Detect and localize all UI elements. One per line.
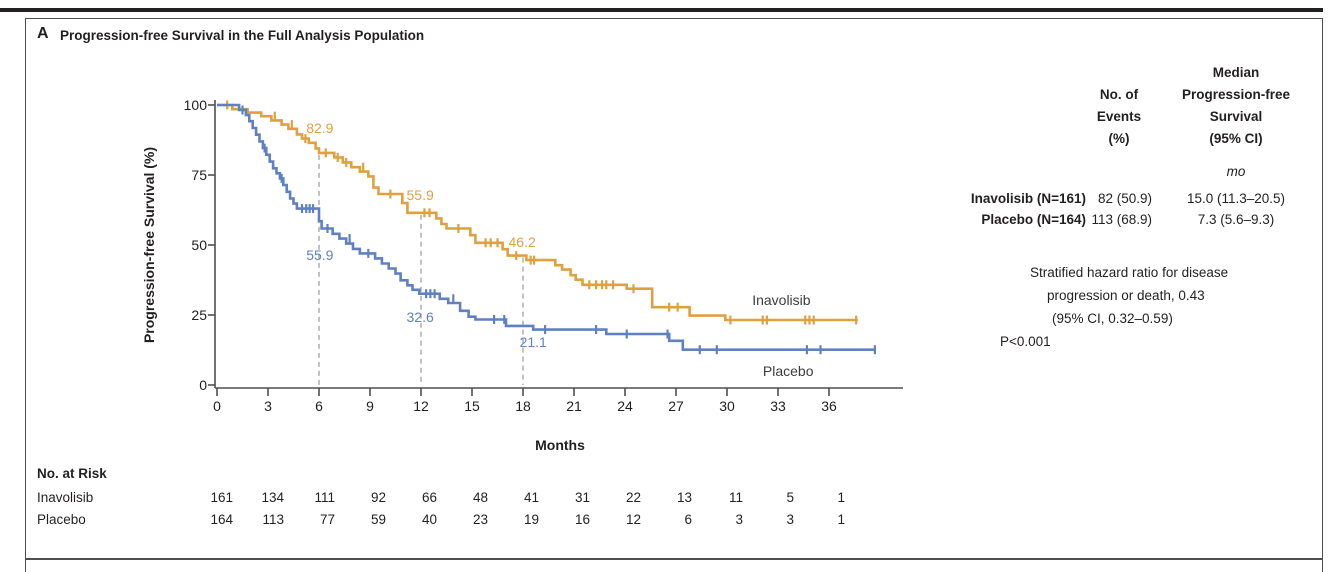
risk-value-placebo-m0: 164 [210,512,233,527]
risk-value-inavolisib-m12: 66 [421,490,437,505]
x-tick-label-18: 18 [515,398,531,414]
risk-value-placebo-m36: 1 [837,512,845,527]
x-axis-title: Months [535,437,585,453]
risk-value-placebo-m27: 6 [684,512,692,527]
header-line: Survival [1209,109,1263,124]
y-tick-label-75: 75 [191,167,207,183]
x-tick-label-6: 6 [315,398,323,414]
p-value: P<0.001 [1000,334,1051,349]
x-tick-label-33: 33 [770,398,786,414]
landmark-annotation-inavolisib: 55.9 [406,187,434,203]
hr-note-line-2: progression or death, 0.43 [1047,288,1205,303]
header-line: Events [1096,109,1142,124]
risk-row-label-inavolisib: Inavolisib [37,490,94,505]
summary-row-events-placebo: 113 (68.9) [1091,212,1152,227]
risk-value-inavolisib-m33: 5 [786,490,794,505]
header-line: No. of [1099,87,1139,102]
landmark-annotation-inavolisib: 82.9 [306,120,334,137]
x-tick-label-15: 15 [464,398,480,414]
risk-value-inavolisib-m3: 134 [261,490,284,505]
risk-value-inavolisib-m6: 111 [314,490,335,505]
risk-value-placebo-m24: 12 [625,512,641,527]
figure-top-rule [0,8,1323,12]
hr-note-line-3: (95% CI, 0.32–0.59) [1052,311,1173,326]
panel-bottom-divider [25,558,1322,560]
x-tick-label-9: 9 [366,398,374,414]
summary-row-median-placebo: 7.3 (5.6–9.3) [1197,212,1275,227]
x-tick-label-3: 3 [264,398,272,414]
x-tick-label-12: 12 [413,398,429,414]
y-tick-label-50: 50 [191,237,207,253]
x-tick-label-21: 21 [566,398,582,414]
risk-value-inavolisib-m36: 1 [837,490,845,505]
y-tick-label-0: 0 [199,377,207,393]
risk-value-placebo-m21: 16 [574,512,590,527]
panel-border-box [25,18,1323,572]
header-line: Median [1212,65,1260,80]
risk-table-title: No. at Risk [37,466,107,481]
y-tick-label-100: 100 [183,97,207,113]
risk-value-placebo-m33: 3 [786,512,794,527]
summary-row-label-placebo: Placebo (N=164) [981,212,1086,227]
risk-value-inavolisib-m30: 11 [728,490,743,505]
risk-value-inavolisib-m24: 22 [625,490,641,505]
risk-row-label-placebo: Placebo [37,512,86,527]
summary-col-median-header: Median Progression-free Survival (95% CI… [1158,62,1314,150]
summary-row-label-inavolisib: Inavolisib (N=161) [970,191,1086,206]
risk-value-inavolisib-m0: 161 [210,490,233,505]
risk-value-inavolisib-m15: 48 [472,490,488,505]
x-tick-label-24: 24 [617,398,633,414]
x-tick-label-0: 0 [213,398,221,414]
header-line: (%) [1108,131,1130,146]
risk-value-inavolisib-m18: 41 [523,490,539,505]
risk-value-placebo-m30: 3 [735,512,743,527]
risk-value-placebo-m18: 19 [523,512,539,527]
y-tick-label-25: 25 [191,307,207,323]
risk-value-placebo-m12: 40 [421,512,437,527]
x-tick-label-36: 36 [821,398,837,414]
panel-label: A [37,25,49,42]
risk-value-inavolisib-m9: 92 [370,490,386,505]
hr-note-line-1: Stratified hazard ratio for disease [1030,265,1229,280]
page-title: Progression-free Survival in the Full An… [60,28,425,43]
risk-value-placebo-m9: 59 [370,512,386,527]
x-tick-label-30: 30 [719,398,735,414]
y-axis-title: Progression-free Survival (%) [141,146,157,344]
landmark-annotation-placebo: 21.1 [519,334,547,350]
summary-col-events-header: No. of Events (%) [1086,84,1152,150]
header-line: Progression-free [1181,87,1291,102]
summary-row-median-inavolisib: 15.0 (11.3–20.5) [1186,191,1286,206]
unit-label: mo [1226,164,1246,179]
risk-value-placebo-m3: 113 [262,512,284,527]
risk-value-placebo-m6: 77 [319,512,335,527]
summary-row-events-inavolisib: 82 (50.9) [1097,191,1152,206]
landmark-annotation-placebo: 32.6 [406,309,434,326]
header-line: (95% CI) [1209,131,1263,146]
landmark-annotation-placebo: 55.9 [306,247,334,264]
km-curve-placebo [217,103,875,352]
x-tick-label-27: 27 [668,398,684,414]
landmark-annotation-inavolisib: 46.2 [508,234,536,251]
curve-label-placebo: Placebo [762,362,814,379]
curve-label-inavolisib: Inavolisib [752,292,811,308]
risk-value-placebo-m15: 23 [472,512,488,527]
risk-value-inavolisib-m21: 31 [574,490,590,505]
risk-value-inavolisib-m27: 13 [676,490,692,505]
